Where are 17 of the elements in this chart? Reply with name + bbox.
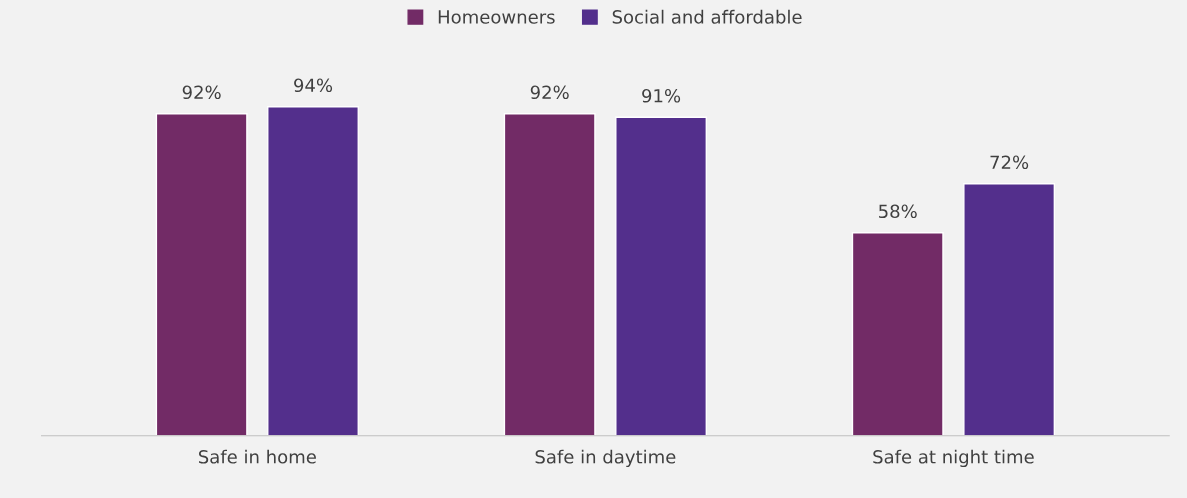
legend-label: Homeowners <box>438 10 555 24</box>
x-tick-label: Safe in home <box>198 449 316 464</box>
data-label: 72% <box>990 155 1029 170</box>
bar <box>963 183 1056 436</box>
data-label: 92% <box>182 85 221 100</box>
bar <box>503 113 596 436</box>
legend-label: Social and affordable <box>612 9 802 24</box>
data-label: 58% <box>879 204 917 219</box>
data-label: 92% <box>530 85 569 100</box>
data-label: 94% <box>294 78 333 93</box>
x-tick-label: Safe at night time <box>873 449 1034 468</box>
data-label: 91% <box>642 88 681 103</box>
bar <box>155 113 248 436</box>
bar <box>851 232 944 436</box>
x-tick-label: Safe in daytime <box>535 449 676 468</box>
bar <box>267 106 359 436</box>
bar <box>615 116 707 436</box>
